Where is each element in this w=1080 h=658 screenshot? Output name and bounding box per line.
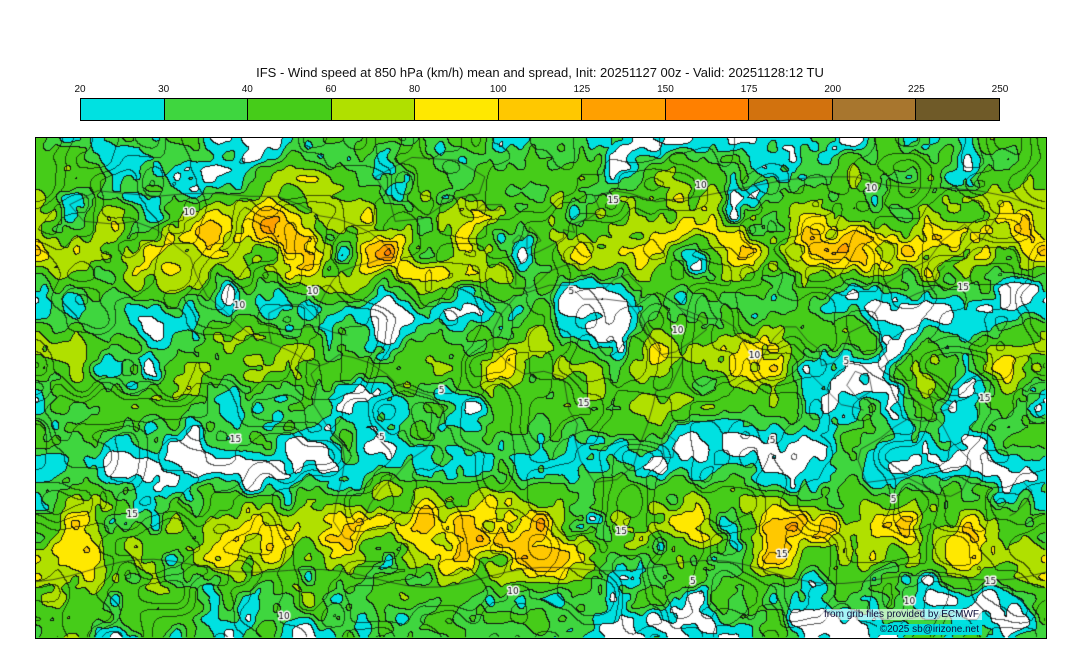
colorbar-tick-label: 175 [740,84,758,95]
colorbar-segment [248,99,332,120]
map-credit: from grib files provided by ECMWF [820,609,982,620]
colorbar-tick-label: 125 [573,84,591,95]
colorbar-tick-label: 30 [158,84,170,95]
colorbar-segment [415,99,499,120]
colorbar-tick-label: 80 [408,84,421,95]
colorbar-tick-label: 20 [74,84,86,95]
colorbar-segment [832,99,917,120]
colorbar-segment [749,99,833,120]
page-title: IFS - Wind speed at 850 hPa (km/h) mean … [256,65,824,80]
colorbar-tick-label: 250 [991,84,1009,95]
wind-map-canvas [36,138,1046,638]
colorbar-tick-label: 100 [489,84,507,95]
colorbar-tick-label: 40 [241,84,253,95]
colorbar-tick-label: 60 [325,84,337,95]
colorbar-tick-label: 150 [657,84,674,95]
colorbar-tick-label: 225 [908,84,925,95]
colorbar-segment [665,99,750,120]
colorbar-segments [80,98,1000,121]
colorbar-tick-label: 200 [824,84,842,95]
colorbar-segment [331,99,416,120]
colorbar: 20 30 40 60 80 100 125 150 175 200 225 250 [74,84,1008,121]
wind-map: from grib files provided by ECMWF ©2025 … [35,137,1047,639]
colorbar-segment [498,99,583,120]
colorbar-segment [582,99,666,120]
colorbar-ticks: 20 30 40 60 80 100 125 150 175 200 225 250 [74,84,1008,98]
colorbar-segment [164,99,249,120]
colorbar-segment [916,99,1000,120]
map-copyright: ©2025 sb@irizone.net [876,624,982,635]
colorbar-segment [81,99,165,120]
